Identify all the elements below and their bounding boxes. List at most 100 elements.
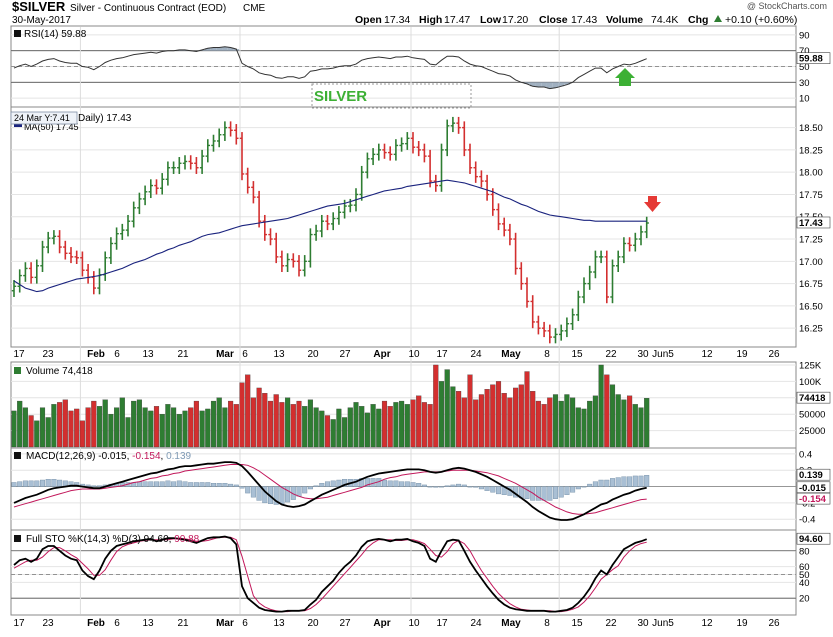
volume-bar — [336, 408, 342, 448]
rsi-overbought-fill — [227, 47, 234, 51]
price-bar — [239, 132, 245, 181]
macd-histogram-bar — [319, 483, 325, 487]
open-value: 17.34 — [384, 14, 410, 26]
volume-bar — [250, 397, 256, 448]
price-tick-label: 16.25 — [799, 324, 823, 335]
price-bar — [142, 185, 148, 206]
price-bar — [405, 132, 410, 150]
x-tick-label: 15 — [571, 618, 583, 629]
tooltip-box — [10, 111, 78, 125]
price-bar — [382, 143, 387, 159]
macd-histogram-bar — [239, 486, 245, 489]
x-tick-label: 21 — [177, 349, 189, 360]
macd-histogram-bar — [461, 484, 467, 487]
exchange-label: CME — [243, 3, 266, 14]
volume-bar — [153, 406, 160, 448]
x-tick-label: 17 — [13, 618, 25, 629]
volume-bar — [467, 374, 473, 448]
volume-bar — [228, 400, 234, 448]
volume-bar — [507, 397, 513, 448]
volume-bar — [142, 407, 148, 448]
volume-bar — [262, 393, 268, 448]
x-tick-label: 22 — [605, 349, 617, 360]
volume-bar — [313, 407, 319, 448]
x-tick-label: 13 — [273, 349, 285, 360]
price-bar — [388, 146, 393, 161]
volume-bar — [438, 381, 445, 448]
price-bar — [365, 152, 370, 179]
price-bar — [581, 277, 587, 304]
price-bar — [279, 250, 285, 273]
volume-bar — [102, 399, 108, 448]
rsi-tick-label: 10 — [799, 94, 810, 105]
volume-bar — [45, 417, 51, 448]
macd-label: MACD(12,26,9) -0.015, -0.154, 0.139 — [26, 451, 192, 462]
macd-histogram-bar — [638, 475, 644, 487]
x-tick-label: 24 — [470, 618, 482, 629]
price-bar — [587, 265, 592, 290]
volume-bar — [416, 395, 422, 448]
volume-bar — [541, 404, 547, 448]
price-bar — [633, 232, 638, 252]
macd-histogram-bar — [621, 476, 627, 487]
volume-bar — [273, 394, 279, 448]
volume-bar — [239, 382, 245, 448]
macd-histogram-bar — [273, 486, 279, 505]
volume-bar — [444, 369, 450, 448]
volume-bar — [307, 399, 313, 448]
price-bar — [28, 262, 34, 284]
rsi-label: RSI(14) 59.88 — [24, 29, 87, 40]
macd-histogram-bar — [228, 483, 234, 487]
macd-histogram-bar — [313, 485, 319, 487]
x-tick-label: 6 — [242, 618, 248, 629]
price-tick-label: 16.50 — [799, 301, 823, 312]
volume-bar — [478, 394, 484, 448]
price-legend: Daily) 17.43 MA(50) 17.45 24 Mar Y:7.41 — [10, 111, 132, 132]
macd-histogram-bar — [604, 479, 610, 487]
price-bar — [536, 315, 541, 335]
sto-legend: Full STO %K(14,3) %D(3) 94.60, 90.88 — [14, 534, 200, 545]
volume-tick-label: 100K — [799, 377, 822, 388]
macd-signal-tag: -0.154 — [796, 492, 831, 505]
macd-histogram-bar — [421, 484, 427, 487]
macd-histogram-bar — [142, 481, 148, 487]
price-bar — [199, 149, 205, 174]
price-bar — [251, 181, 256, 204]
macd-histogram-bar — [558, 486, 564, 498]
volume-bar — [51, 404, 57, 448]
x-tick-label: 22 — [605, 618, 617, 629]
macd-histogram-bar — [404, 481, 410, 487]
price-bar — [547, 324, 552, 344]
macd-histogram-bar — [587, 483, 593, 487]
rsi-oversold-fill — [564, 82, 570, 85]
macd-histogram-bar — [456, 483, 462, 487]
volume-bar — [57, 402, 63, 448]
rsi-tick-label: 30 — [799, 78, 810, 89]
rsi-legend: RSI(14) 59.88 — [14, 29, 87, 40]
volume-bar — [324, 415, 331, 448]
volume-bar — [501, 393, 507, 448]
volume-bar — [159, 414, 165, 448]
volume-bar — [216, 397, 222, 448]
macd-histogram-bar — [330, 480, 336, 487]
macd-histogram-bar — [553, 486, 559, 499]
rsi-oversold-fill — [535, 82, 542, 88]
macd-histogram-bar — [444, 485, 450, 487]
volume-bar — [256, 387, 262, 448]
macd-histogram-bar — [17, 481, 23, 487]
macd-histogram-bar — [382, 479, 388, 487]
volume-bar — [96, 406, 103, 448]
macd-histogram-bar — [547, 486, 553, 501]
price-bar — [524, 277, 530, 308]
price-bar — [621, 237, 627, 264]
volume-bar — [627, 395, 633, 448]
close-label: Close — [539, 14, 568, 26]
volume-bar — [210, 400, 217, 448]
x-tick-label: 10 — [408, 618, 420, 629]
price-bar — [217, 128, 222, 148]
macd-histogram-bar — [627, 476, 633, 487]
macd-histogram-bar — [416, 483, 422, 487]
volume-bar — [330, 419, 336, 448]
high-value: 17.47 — [444, 14, 470, 26]
price-bar — [222, 121, 228, 141]
